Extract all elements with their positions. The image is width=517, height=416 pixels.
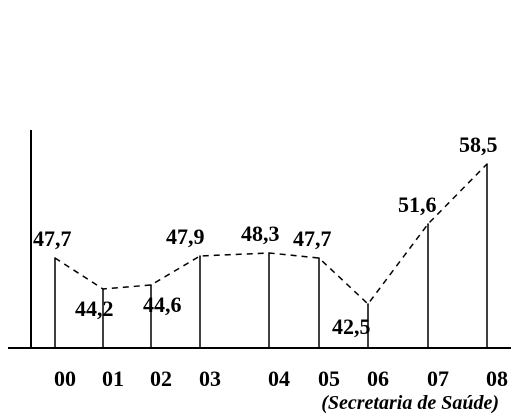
- x-tick-06: 06: [367, 366, 389, 391]
- data-point-03: [199, 255, 201, 257]
- data-labels: 47,7 44,2 44,6 47,9 48,3 47,7 42,5 51,6 58,5: [33, 132, 498, 339]
- data-label-01: 44,2: [75, 296, 114, 321]
- data-point-05: [318, 257, 320, 259]
- x-tick-04: 04: [268, 366, 290, 391]
- data-label-07: 51,6: [398, 192, 437, 217]
- data-label-06: 42,5: [332, 314, 371, 339]
- x-tick-03: 03: [199, 366, 221, 391]
- data-label-05: 47,7: [293, 226, 332, 251]
- data-point-07: [427, 223, 429, 225]
- x-tick-08: 08: [486, 366, 508, 391]
- data-label-04: 48,3: [241, 221, 280, 246]
- data-label-03: 47,9: [166, 224, 205, 249]
- data-label-08: 58,5: [459, 132, 498, 157]
- data-label-02: 44,6: [143, 292, 182, 317]
- source-note: (Secretaria de Saúde): [321, 392, 499, 414]
- data-label-00: 47,7: [33, 226, 72, 251]
- x-tick-00: 00: [54, 366, 76, 391]
- x-tick-02: 02: [150, 366, 172, 391]
- drop-lines: [54, 163, 488, 348]
- x-tick-01: 01: [102, 366, 124, 391]
- x-tick-labels: 00 01 02 03 04 05 06 07 08: [54, 366, 508, 391]
- x-tick-05: 05: [318, 366, 340, 391]
- x-tick-07: 07: [427, 366, 449, 391]
- data-point-06: [367, 303, 369, 305]
- series-line: [54, 163, 488, 306]
